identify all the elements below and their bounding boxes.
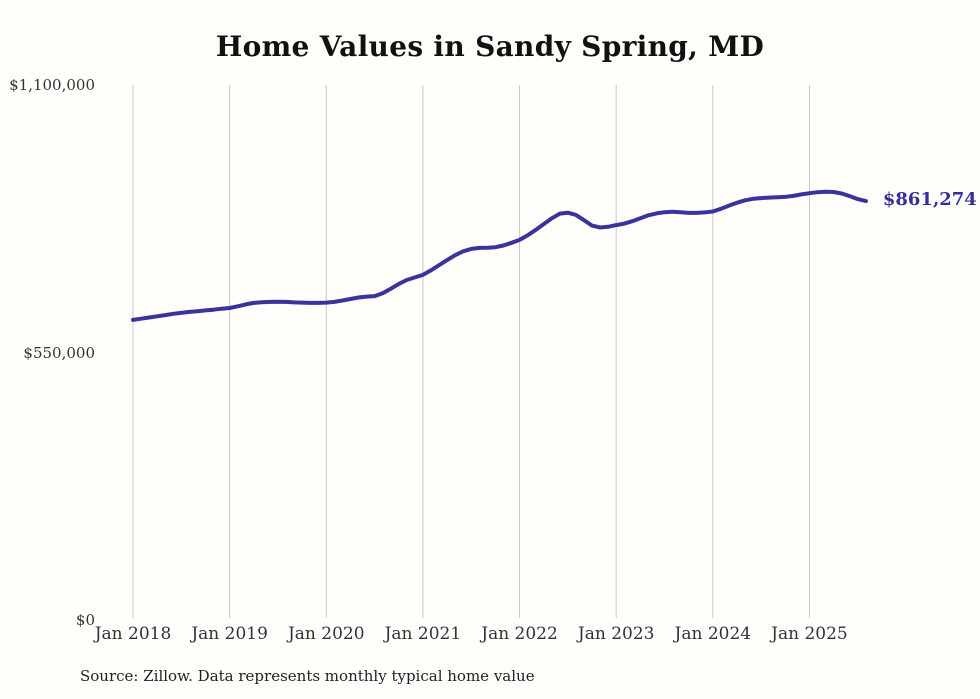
source-note: Source: Zillow. Data represents monthly …: [80, 667, 535, 685]
x-tick-label: Jan 2021: [384, 624, 462, 644]
home-value-line: [131, 189, 868, 322]
x-tick-label: Jan 2024: [674, 624, 752, 644]
x-tick-label: Jan 2022: [481, 624, 558, 644]
latest-value-label: $861,274: [882, 189, 977, 211]
gridlines-group: [132, 85, 810, 618]
y-tick-label: $1,100,000: [9, 76, 95, 94]
y-tick-label: $550,000: [23, 343, 95, 362]
x-tick-label: Jan 2023: [577, 624, 655, 644]
x-tick-label: Jan 2019: [191, 624, 268, 644]
x-tick-label: Jan 2020: [287, 624, 365, 644]
x-tick-label: Jan 2018: [94, 624, 172, 644]
x-tick-label: Jan 2025: [771, 624, 848, 644]
y-tick-label: $0: [75, 611, 95, 629]
chart-title: Home Values in Sandy Spring, MD: [215, 30, 765, 63]
